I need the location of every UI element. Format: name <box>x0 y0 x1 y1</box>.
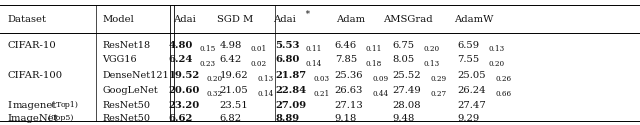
Text: Adai: Adai <box>173 15 196 24</box>
Text: 6.46: 6.46 <box>335 41 357 50</box>
Text: ResNet18: ResNet18 <box>102 41 150 50</box>
Text: 0.21: 0.21 <box>314 90 330 98</box>
Text: 23.20: 23.20 <box>168 100 200 110</box>
Text: 0.32: 0.32 <box>206 90 223 98</box>
Text: 25.52: 25.52 <box>392 71 421 80</box>
Text: Adai: Adai <box>273 15 296 24</box>
Text: 4.80: 4.80 <box>168 41 193 50</box>
Text: 0.20: 0.20 <box>488 60 504 68</box>
Text: 0.14: 0.14 <box>257 90 274 98</box>
Text: 27.13: 27.13 <box>335 100 364 110</box>
Text: 0.01: 0.01 <box>250 45 266 53</box>
Text: magenet: magenet <box>12 100 56 110</box>
Text: 28.08: 28.08 <box>392 100 421 110</box>
Text: 0.20: 0.20 <box>423 45 439 53</box>
Text: 0.18: 0.18 <box>365 60 381 68</box>
Text: 19.62: 19.62 <box>220 71 248 80</box>
Text: 19.52: 19.52 <box>168 71 200 80</box>
Text: 5.53: 5.53 <box>275 41 300 50</box>
Text: 20.60: 20.60 <box>168 86 200 95</box>
Text: 4.98: 4.98 <box>220 41 242 50</box>
Text: 0.26: 0.26 <box>495 75 512 83</box>
Text: 9.48: 9.48 <box>392 114 415 123</box>
Text: 0.02: 0.02 <box>250 60 266 68</box>
Text: 7.55: 7.55 <box>458 56 480 64</box>
Text: SGD M: SGD M <box>218 15 253 24</box>
Text: Model: Model <box>102 15 134 24</box>
Text: 8.89: 8.89 <box>275 114 300 123</box>
Text: 6.80: 6.80 <box>275 56 300 64</box>
Text: AMSGrad: AMSGrad <box>383 15 433 24</box>
Text: ∗: ∗ <box>304 8 310 17</box>
Text: 0.23: 0.23 <box>199 60 215 68</box>
Text: 26.24: 26.24 <box>458 86 486 95</box>
Text: 27.47: 27.47 <box>458 100 486 110</box>
Text: 0.44: 0.44 <box>372 90 389 98</box>
Text: 7.85: 7.85 <box>335 56 357 64</box>
Text: GoogLeNet: GoogLeNet <box>102 86 158 95</box>
Text: 21.05: 21.05 <box>220 86 248 95</box>
Text: ResNet50: ResNet50 <box>102 100 150 110</box>
Text: I: I <box>8 100 12 110</box>
Text: Top5): Top5) <box>52 114 74 122</box>
Text: 22.84: 22.84 <box>275 86 307 95</box>
Text: Dataset: Dataset <box>8 15 47 24</box>
Text: op1): op1) <box>61 101 79 109</box>
Text: 6.82: 6.82 <box>220 114 242 123</box>
Text: 0.66: 0.66 <box>495 90 512 98</box>
Text: 6.75: 6.75 <box>392 41 415 50</box>
Text: 21.87: 21.87 <box>275 71 307 80</box>
Text: ImageNet: ImageNet <box>8 114 58 123</box>
Text: 6.59: 6.59 <box>458 41 480 50</box>
Text: DenseNet121: DenseNet121 <box>102 71 169 80</box>
Text: 0.03: 0.03 <box>314 75 329 83</box>
Text: 6.24: 6.24 <box>168 56 193 64</box>
Text: 0.09: 0.09 <box>372 75 389 83</box>
Text: 9.29: 9.29 <box>458 114 480 123</box>
Text: 0.13: 0.13 <box>257 75 274 83</box>
Text: AdamW: AdamW <box>454 15 493 24</box>
Text: CIFAR-100: CIFAR-100 <box>8 71 63 80</box>
Text: T: T <box>56 101 61 109</box>
Text: 0.13: 0.13 <box>423 60 439 68</box>
Text: 27.49: 27.49 <box>392 86 421 95</box>
Text: 0.13: 0.13 <box>488 45 504 53</box>
Text: 0.20: 0.20 <box>206 75 223 83</box>
Text: 0.11: 0.11 <box>365 45 382 53</box>
Text: 26.63: 26.63 <box>335 86 363 95</box>
Text: 6.42: 6.42 <box>220 56 242 64</box>
Text: 25.36: 25.36 <box>335 71 364 80</box>
Text: 0.11: 0.11 <box>306 45 323 53</box>
Text: (: ( <box>47 101 54 109</box>
Text: 0.15: 0.15 <box>199 45 215 53</box>
Text: 23.51: 23.51 <box>220 100 248 110</box>
Text: 25.05: 25.05 <box>458 71 486 80</box>
Text: VGG16: VGG16 <box>102 56 137 64</box>
Text: 9.18: 9.18 <box>335 114 357 123</box>
Text: (: ( <box>47 114 51 122</box>
Text: 0.29: 0.29 <box>430 75 447 83</box>
Text: CIFAR-10: CIFAR-10 <box>8 41 56 50</box>
Text: 27.09: 27.09 <box>275 100 307 110</box>
Text: ResNet50: ResNet50 <box>102 114 150 123</box>
Text: 0.27: 0.27 <box>430 90 447 98</box>
Text: Adam: Adam <box>336 15 365 24</box>
Text: 0.14: 0.14 <box>306 60 322 68</box>
Text: 8.05: 8.05 <box>392 56 415 64</box>
Text: 6.62: 6.62 <box>168 114 193 123</box>
